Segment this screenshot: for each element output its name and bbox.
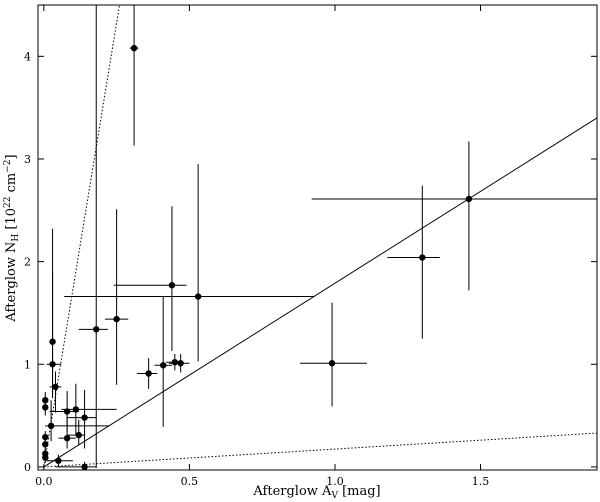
- data-point-24: [42, 438, 49, 451]
- point-marker: [130, 44, 138, 52]
- point-marker: [113, 315, 120, 323]
- data-point-13: [46, 271, 62, 396]
- point-marker: [465, 195, 473, 203]
- y-tick-label-1: 1: [24, 358, 31, 371]
- data-point-28: [55, 461, 97, 470]
- data-point-3: [300, 302, 367, 407]
- point-marker: [328, 360, 336, 367]
- point-marker: [42, 454, 49, 461]
- point-marker: [63, 434, 71, 442]
- y-axis-label-unit2: cm: [4, 173, 19, 197]
- data-point-9: [169, 354, 190, 373]
- point-marker: [72, 406, 80, 413]
- data-point-21: [67, 419, 85, 446]
- data-point-5: [113, 206, 187, 351]
- x-axis-label-subscript: V: [330, 491, 338, 501]
- data-point-20: [45, 400, 110, 442]
- data-point-19: [67, 389, 97, 449]
- solid-fit-line: [43, 117, 597, 468]
- point-marker: [42, 404, 49, 411]
- axis-ticks: 0.0 0.5 1.0 1.5 0 1 2 3 4: [24, 5, 597, 488]
- point-marker: [81, 463, 88, 470]
- point-marker: [93, 326, 100, 333]
- data-point-16: [42, 399, 49, 416]
- point-marker: [42, 433, 49, 441]
- y-axis-label-exponent: 22: [3, 197, 13, 208]
- y-tick-label-0: 0: [24, 461, 31, 474]
- x-axis-label-unit: [mag]: [338, 484, 381, 499]
- y-tick-label-4: 4: [24, 50, 31, 63]
- y-axis-label: Afterglow NH [1022 cm−2]: [3, 154, 21, 322]
- dotted-reference-line-2: [43, 432, 597, 468]
- data-point-27: [46, 454, 73, 467]
- data-point-18: [61, 383, 117, 436]
- data-point-1: [311, 141, 597, 291]
- point-marker: [42, 441, 49, 448]
- data-point-10: [154, 296, 172, 427]
- data-point-14: [49, 371, 62, 413]
- point-marker: [419, 254, 426, 261]
- data-point-2: [387, 185, 440, 339]
- point-marker: [168, 282, 176, 289]
- x-tick-label-0: 0.0: [35, 475, 53, 488]
- y-axis-label-exponent2: −2: [3, 159, 13, 172]
- point-marker: [49, 361, 56, 368]
- data-point-0: [129, 5, 139, 146]
- point-marker: [194, 293, 202, 300]
- point-marker: [55, 457, 62, 464]
- data-point-4: [64, 164, 315, 362]
- x-tick-label-3: 1.5: [472, 475, 490, 488]
- data-point-6: [104, 209, 129, 385]
- data-point-22: [58, 417, 76, 449]
- plot-area: [42, 5, 597, 470]
- point-marker: [171, 359, 179, 366]
- x-tick-label-2: 1.0: [326, 475, 344, 488]
- x-axis-label: Afterglow AV [mag]: [252, 484, 380, 501]
- y-axis-label-unit: [10: [4, 208, 19, 234]
- point-marker: [177, 360, 184, 367]
- data-point-26: [42, 452, 49, 463]
- plot-frame: [37, 4, 598, 471]
- y-tick-label-2: 2: [24, 256, 31, 269]
- point-marker: [52, 383, 59, 391]
- point-marker: [145, 370, 152, 377]
- point-marker: [75, 431, 82, 439]
- y-tick-label-3: 3: [24, 153, 31, 166]
- y-axis-label-subscript: H: [11, 234, 21, 242]
- point-marker: [47, 422, 55, 430]
- point-marker: [159, 362, 167, 369]
- x-tick-label-1: 0.5: [181, 475, 199, 488]
- data-point-7: [78, 5, 108, 468]
- y-axis-label-close: ]: [4, 154, 19, 159]
- data-point-23: [42, 430, 49, 444]
- data-point-11: [136, 358, 158, 389]
- dotted-reference-line-1: [43, 5, 121, 468]
- point-marker: [81, 414, 88, 421]
